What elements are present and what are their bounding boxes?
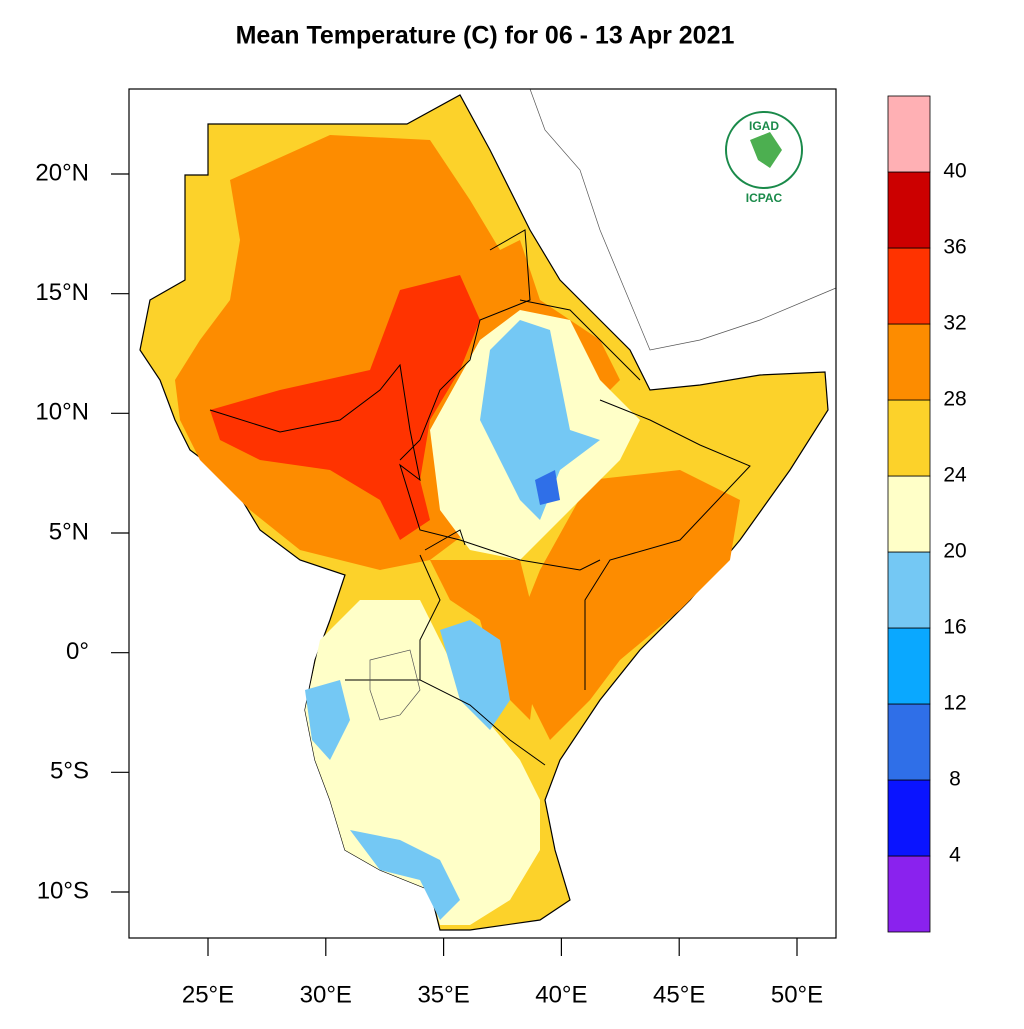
hot-zone [210,275,480,540]
coastline [529,88,837,351]
lon-tick-label: 25°E [182,981,234,1008]
warm-zone-south [430,560,540,720]
map-area [128,88,837,939]
lat-tick-label: 10°N [35,399,89,426]
colorbar-segment [887,95,931,173]
colorbar-segment [887,475,931,553]
colorbar-label: 28 [943,388,966,411]
colorbar-segment [887,323,931,401]
lon-tick-label: 40°E [535,981,587,1008]
cold-south-band [350,830,460,920]
coastlines [369,88,837,721]
colorbar-segment [887,779,931,857]
axes: 20°N 15°N 10°N 5°N 0° 5°S 10°S 25°E 30°E 35°E 40°E… [35,159,823,1008]
colorbar-segment [887,703,931,781]
colorbar-segment [887,627,931,705]
logo-map [750,132,782,168]
cold-lake-region [305,680,350,760]
logo-name: IGAD [749,119,779,133]
colorbar-label: 16 [943,616,966,639]
logo-org: ICPAC [746,191,783,205]
colorbar-segment [887,171,931,249]
lat-tick-label: 5°N [49,518,89,545]
lake-outline [369,649,421,721]
title: Mean Temperature (C) for 06 - 13 Apr 202… [236,22,735,50]
cold-highlands-south [440,620,510,730]
colorbar: 4 8 12 16 20 24 28 32 36 40 [887,95,967,933]
colorbar-label: 24 [943,464,967,487]
colorbar-label: 12 [943,692,966,715]
border [424,529,466,551]
lon-tick-label: 45°E [653,981,705,1008]
warm-zone-east [520,470,740,740]
colorbar-label: 36 [943,236,966,259]
lat-tick-label: 20°N [35,159,89,186]
lon-tick-label: 50°E [771,981,823,1008]
map-frame [128,88,837,939]
border [584,399,751,690]
border [209,363,601,571]
lat-tick-label: 5°S [50,758,89,785]
colorbar-label: 32 [943,312,966,335]
colorbar-segment [887,399,931,477]
colorbar-label: 40 [943,160,966,183]
lat-tick-label: 0° [66,638,89,665]
lat-tick-label: 10°S [37,877,89,904]
borders [209,229,751,766]
colorbar-label: 4 [949,844,961,867]
colorbar-segment [887,855,931,933]
border [519,299,641,381]
colorbar-segment [887,551,931,629]
colorbar-label: 20 [943,540,966,563]
colorbar-segment [887,247,931,325]
lat-tick-label: 15°N [35,279,89,306]
cold-highlands [480,320,600,520]
border [399,229,531,461]
lon-tick-label: 30°E [300,981,352,1008]
logo: IGAD ICPAC [725,111,803,205]
cold-core [535,470,560,505]
lon-tick-label: 35°E [417,981,469,1008]
colorbar-label: 8 [949,768,961,791]
